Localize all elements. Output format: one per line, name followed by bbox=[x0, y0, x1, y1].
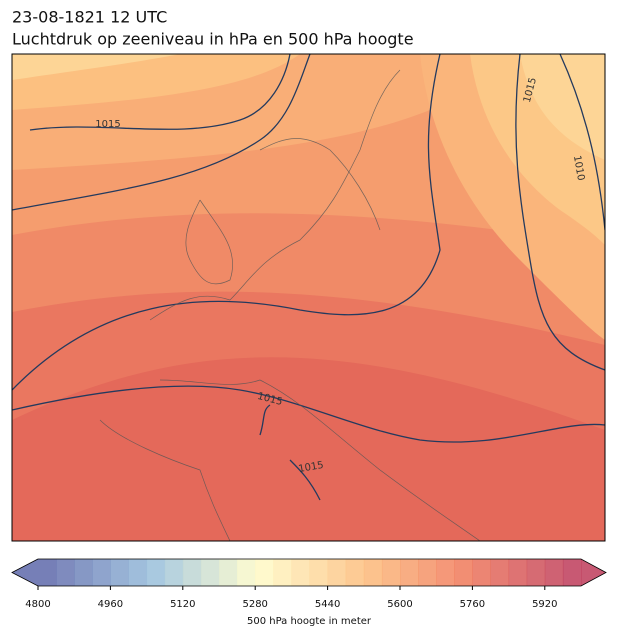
colorbar-tick-label: 5600 bbox=[387, 599, 412, 610]
colorbar-cell bbox=[255, 559, 274, 586]
colorbar-cell bbox=[273, 559, 292, 586]
colorbar-tick-label: 4800 bbox=[25, 599, 50, 610]
colorbar-cell bbox=[472, 559, 491, 586]
colorbar: 4800 4960 5120 5280 5440 5600 5760 5920 bbox=[11, 558, 607, 610]
contour-label: 1015 bbox=[298, 460, 325, 475]
colorbar-cell bbox=[327, 559, 347, 586]
colorbar-extend bbox=[581, 559, 606, 586]
colorbar-cell bbox=[182, 559, 202, 586]
colorbar-cell bbox=[74, 559, 93, 586]
contour-label: 1010 bbox=[571, 155, 586, 182]
colorbar-label: 500 hPa hoogte in meter bbox=[247, 616, 372, 627]
colorbar-cell bbox=[200, 559, 220, 586]
colorbar-cell bbox=[381, 559, 401, 586]
contour-label: 1015 bbox=[95, 119, 120, 130]
colorbar-cell bbox=[345, 559, 365, 586]
colorbar-tick-label: 5760 bbox=[460, 599, 485, 610]
colorbar-cell bbox=[92, 559, 111, 586]
colorbar-tick-label: 5920 bbox=[532, 599, 557, 610]
colorbar-cell bbox=[490, 559, 510, 586]
colorbar-cell bbox=[164, 559, 184, 586]
colorbar-cell bbox=[454, 559, 473, 586]
colorbar-tick-label: 5440 bbox=[315, 599, 340, 610]
colorbar-cell bbox=[219, 559, 238, 586]
colorbar-cell bbox=[237, 559, 256, 586]
colorbar-cell bbox=[110, 559, 129, 586]
colorbar-cell bbox=[400, 559, 419, 586]
colorbar-cell bbox=[363, 559, 383, 586]
colorbar-extend bbox=[12, 559, 38, 586]
colorbar-cell bbox=[291, 559, 310, 586]
colorbar-cell bbox=[562, 559, 582, 586]
colorbar-cell bbox=[544, 559, 564, 586]
colorbar-cell bbox=[309, 559, 329, 586]
colorbar-cell bbox=[128, 559, 148, 586]
colorbar-tick-label: 4960 bbox=[98, 599, 123, 610]
colorbar-tick-label: 5120 bbox=[170, 599, 195, 610]
colorbar-cell bbox=[56, 559, 75, 586]
colorbar-cell bbox=[146, 559, 166, 586]
subtitle: Luchtdruk op zeeniveau in hPa en 500 hPa… bbox=[12, 30, 414, 49]
colorbar-cell bbox=[418, 559, 437, 586]
colorbar-tick-label: 5280 bbox=[242, 599, 267, 610]
colorbar-cell bbox=[436, 559, 455, 586]
title: 23-08-1821 12 UTC bbox=[12, 8, 167, 27]
map bbox=[11, 53, 606, 542]
colorbar-outline bbox=[11, 558, 607, 587]
colorbar-cell bbox=[508, 559, 528, 586]
colorbar-cell bbox=[38, 559, 57, 586]
colorbar-cell bbox=[526, 559, 546, 586]
